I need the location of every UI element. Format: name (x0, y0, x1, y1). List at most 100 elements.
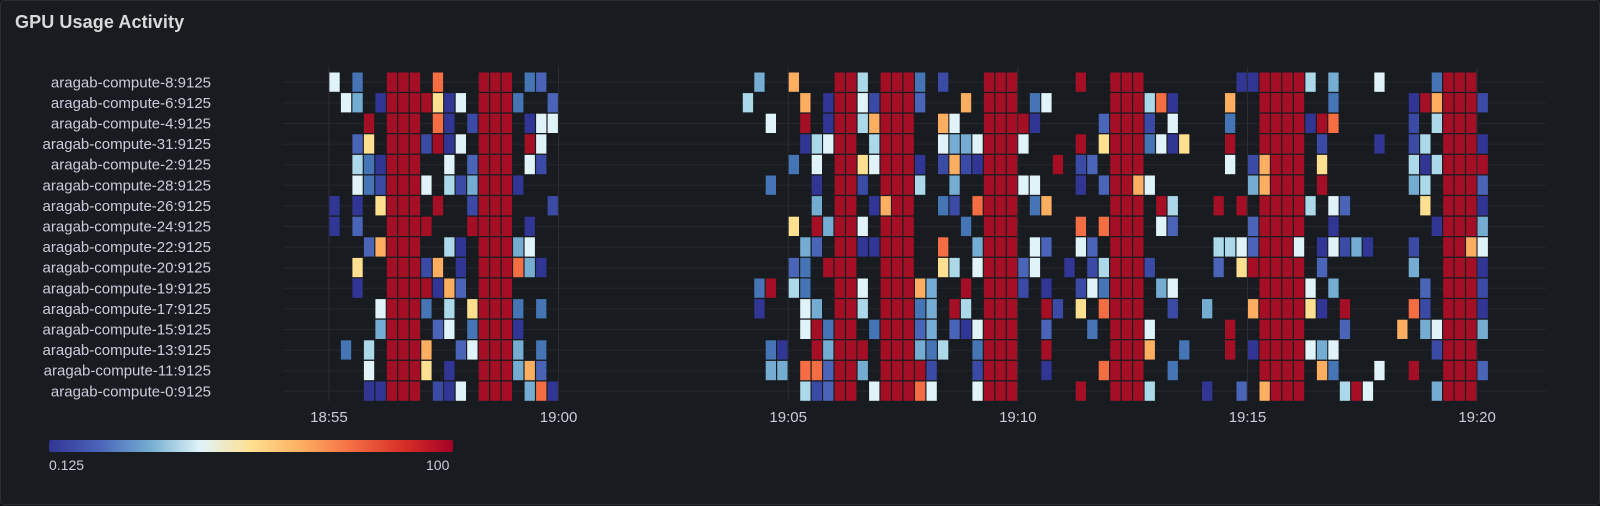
heatmap-cell (1248, 340, 1259, 360)
heatmap-cell (1110, 113, 1121, 133)
heatmap-cell (983, 93, 995, 113)
heatmap-cell (1443, 134, 1454, 154)
heatmap-cell (754, 72, 765, 92)
heatmap-cell (1477, 196, 1488, 216)
heatmap-cell (444, 154, 455, 175)
heatmap-cell (467, 340, 478, 360)
y-tick-label: aragab-compute-13:9125 (43, 342, 211, 359)
heatmap-cell (1282, 175, 1293, 195)
heatmap-cell (1282, 154, 1293, 175)
heatmap-cell (1374, 360, 1385, 381)
heatmap-cell (1259, 154, 1270, 175)
heatmap-cell (823, 340, 834, 360)
heatmap-cell (1477, 216, 1488, 236)
heatmap-cell (1121, 381, 1132, 401)
heatmap-cell (547, 93, 558, 113)
heatmap-cell (409, 113, 421, 133)
heatmap-cell (444, 381, 455, 401)
heatmap-cell (1121, 257, 1132, 278)
heatmap-cell (846, 134, 857, 154)
heatmap-cell (1443, 93, 1454, 113)
heatmap-cell (834, 340, 845, 360)
heatmap-cell (1293, 360, 1305, 381)
heatmap-cell (983, 278, 995, 298)
heatmap-cell (972, 196, 983, 216)
heatmap-cell (1075, 154, 1086, 175)
heatmap-cell (800, 299, 811, 319)
heatmap-cell (857, 113, 868, 133)
heatmap-cell (1167, 113, 1178, 133)
heatmap-cell (1225, 237, 1236, 257)
heatmap-cell (938, 257, 949, 278)
heatmap-cell (409, 257, 421, 278)
heatmap-cell (995, 360, 1006, 381)
heatmap-cell (478, 134, 489, 154)
heatmap-cell (1179, 340, 1190, 360)
heatmap-cell (432, 257, 444, 278)
heatmap-cell (1098, 257, 1109, 278)
heatmap-cell (1374, 134, 1385, 154)
heatmap-cell (409, 237, 421, 257)
heatmap-cell (478, 278, 489, 298)
heatmap-cell (1443, 299, 1454, 319)
heatmap-cell (983, 196, 995, 216)
heatmap-cell (983, 72, 995, 92)
heatmap-cell (1293, 278, 1305, 298)
heatmap-cell (444, 134, 455, 154)
heatmap-cell (1466, 360, 1477, 381)
heatmap-cell (1018, 278, 1029, 298)
heatmap-cell (501, 340, 512, 360)
heatmap-cell (1156, 134, 1167, 154)
heatmap-cell (892, 72, 903, 92)
heatmap-cell (432, 134, 444, 154)
heatmap-cell (995, 319, 1006, 339)
heatmap-cell (1167, 278, 1178, 298)
heatmap-cell (467, 196, 478, 216)
heatmap-cell (811, 340, 822, 360)
heatmap-cell (1454, 340, 1465, 360)
heatmap-cell (444, 93, 455, 113)
heatmap-cell (513, 237, 524, 257)
heatmap-cell (834, 196, 845, 216)
heatmap-cell (949, 154, 960, 175)
heatmap-cell (983, 175, 995, 195)
heatmap-cell (329, 72, 340, 92)
heatmap-cell (1408, 299, 1419, 319)
heatmap-cell (949, 134, 960, 154)
heatmap-cell (1006, 319, 1018, 339)
heatmap-cell (983, 113, 995, 133)
heatmap-cell (1110, 93, 1121, 113)
heatmap-cell (478, 113, 489, 133)
heatmap-cell (1133, 340, 1144, 360)
heatmap-cell (857, 278, 868, 298)
heatmap-cell (1316, 175, 1328, 195)
heatmap-cell (949, 257, 960, 278)
heatmap-cell (823, 113, 834, 133)
heatmap-cell (1305, 299, 1316, 319)
heatmap-cell (1110, 237, 1121, 257)
heatmap-cell (1316, 134, 1328, 154)
heatmap-cell (765, 278, 776, 298)
heatmap-cell (915, 319, 926, 339)
heatmap-cell (960, 299, 972, 319)
heatmap-cell (1477, 175, 1488, 195)
heatmap-cell (1156, 196, 1167, 216)
heatmap-cell (834, 319, 845, 339)
heatmap-cell (903, 360, 914, 381)
heatmap-cell (536, 257, 547, 278)
heatmap-cell (811, 381, 822, 401)
heatmap-cell (995, 237, 1006, 257)
heatmap-cell (1270, 154, 1282, 175)
panel-title: GPU Usage Activity (15, 12, 185, 32)
heatmap-cell (1443, 72, 1454, 92)
heatmap-cell (490, 340, 501, 360)
heatmap-cell (1270, 381, 1282, 401)
heatmap-cell (1167, 360, 1178, 381)
heatmap-cell (823, 134, 834, 154)
heatmap-cell (1293, 72, 1305, 92)
heatmap-cell (1236, 257, 1247, 278)
heatmap-cell (432, 113, 444, 133)
heatmap-cell (1121, 299, 1132, 319)
heatmap-cell (1443, 113, 1454, 133)
heatmap-cell (892, 299, 903, 319)
